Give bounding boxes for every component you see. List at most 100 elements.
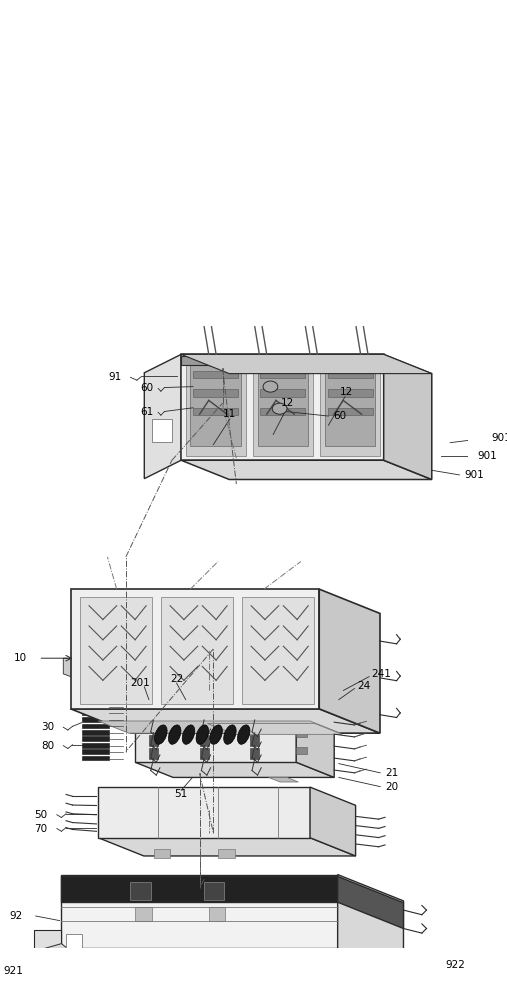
Polygon shape: [135, 762, 334, 777]
Polygon shape: [149, 722, 158, 733]
Polygon shape: [209, 907, 225, 921]
Polygon shape: [338, 875, 404, 975]
Polygon shape: [338, 876, 404, 929]
Polygon shape: [320, 359, 380, 456]
Polygon shape: [209, 380, 232, 389]
Polygon shape: [310, 787, 355, 856]
Polygon shape: [245, 444, 253, 454]
Text: 60: 60: [333, 411, 346, 421]
Polygon shape: [130, 882, 151, 900]
Polygon shape: [135, 700, 296, 762]
Text: 901: 901: [492, 433, 507, 443]
Polygon shape: [82, 756, 110, 760]
Polygon shape: [209, 977, 285, 998]
Text: 241: 241: [371, 669, 391, 679]
Polygon shape: [328, 408, 373, 415]
Polygon shape: [181, 356, 384, 365]
Text: 50: 50: [34, 810, 48, 820]
Polygon shape: [154, 399, 279, 467]
Ellipse shape: [237, 725, 250, 744]
Polygon shape: [61, 948, 404, 975]
Polygon shape: [144, 354, 181, 479]
Polygon shape: [325, 365, 375, 446]
Text: 30: 30: [41, 722, 54, 732]
Polygon shape: [193, 371, 238, 378]
Text: 12: 12: [280, 398, 294, 408]
Text: 922: 922: [445, 960, 465, 970]
Polygon shape: [242, 597, 314, 704]
Polygon shape: [66, 934, 82, 950]
Polygon shape: [218, 849, 235, 858]
Polygon shape: [250, 722, 260, 733]
Ellipse shape: [263, 381, 278, 392]
Text: 201: 201: [130, 678, 150, 688]
Polygon shape: [82, 749, 110, 754]
Text: 901: 901: [478, 451, 497, 461]
Text: 91: 91: [108, 372, 121, 382]
Polygon shape: [34, 930, 61, 953]
Polygon shape: [34, 944, 81, 959]
Text: 61: 61: [140, 407, 154, 417]
Text: 921: 921: [3, 966, 23, 976]
Polygon shape: [258, 365, 308, 446]
Ellipse shape: [155, 725, 167, 744]
Ellipse shape: [182, 725, 195, 744]
Text: 12: 12: [340, 387, 353, 397]
Polygon shape: [135, 977, 212, 998]
Polygon shape: [61, 876, 338, 902]
Polygon shape: [195, 451, 202, 461]
Polygon shape: [260, 408, 305, 415]
Polygon shape: [384, 354, 432, 479]
Polygon shape: [152, 419, 172, 442]
Polygon shape: [149, 735, 158, 746]
Text: 22: 22: [170, 674, 183, 684]
Polygon shape: [195, 382, 269, 419]
Polygon shape: [61, 875, 338, 948]
Polygon shape: [260, 371, 305, 378]
Polygon shape: [250, 709, 260, 720]
Polygon shape: [250, 748, 260, 759]
Polygon shape: [253, 359, 313, 456]
Ellipse shape: [196, 725, 208, 744]
Polygon shape: [200, 735, 209, 746]
Polygon shape: [149, 748, 158, 759]
Polygon shape: [200, 709, 209, 720]
Polygon shape: [296, 747, 307, 754]
Text: 24: 24: [357, 681, 371, 691]
Polygon shape: [63, 658, 70, 677]
Polygon shape: [82, 704, 110, 709]
Text: 70: 70: [34, 824, 48, 834]
Polygon shape: [296, 713, 307, 721]
Text: 80: 80: [41, 741, 54, 751]
Polygon shape: [296, 730, 307, 737]
Text: 51: 51: [174, 789, 188, 799]
Ellipse shape: [168, 725, 181, 744]
Text: 20: 20: [385, 782, 398, 792]
Text: 901: 901: [464, 470, 484, 480]
Polygon shape: [181, 354, 384, 460]
Polygon shape: [319, 589, 380, 733]
Polygon shape: [186, 359, 245, 456]
Polygon shape: [296, 700, 334, 777]
Text: 11: 11: [223, 409, 237, 419]
Polygon shape: [193, 389, 238, 397]
Polygon shape: [82, 743, 110, 748]
Polygon shape: [204, 882, 225, 900]
Polygon shape: [80, 597, 152, 704]
Text: 21: 21: [385, 768, 398, 778]
Ellipse shape: [224, 725, 236, 744]
Ellipse shape: [272, 403, 287, 414]
Polygon shape: [98, 721, 340, 733]
Polygon shape: [250, 735, 260, 746]
Polygon shape: [200, 748, 209, 759]
Polygon shape: [154, 458, 161, 469]
Polygon shape: [70, 589, 319, 709]
Text: 60: 60: [140, 383, 154, 393]
Polygon shape: [161, 597, 233, 704]
Polygon shape: [195, 389, 327, 459]
Polygon shape: [154, 849, 170, 858]
Polygon shape: [82, 717, 110, 722]
Polygon shape: [70, 709, 380, 733]
Polygon shape: [135, 907, 152, 921]
Polygon shape: [181, 460, 432, 479]
